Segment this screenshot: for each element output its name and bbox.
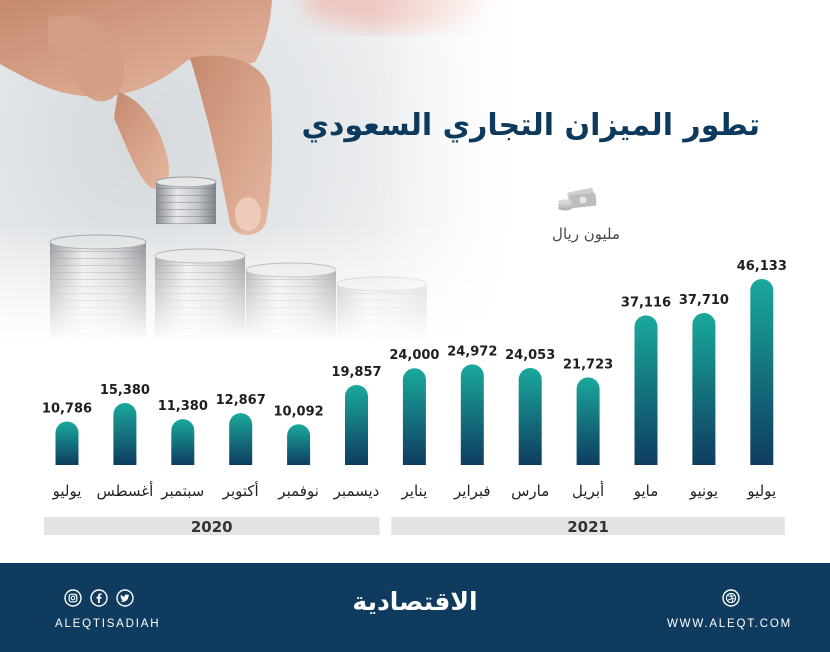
bar-group-6: 24,000 يناير (389, 348, 439, 500)
bar-11 (692, 312, 716, 465)
value-label-4: 10,092 (274, 404, 324, 419)
month-label-2: سبتمبر (160, 482, 204, 500)
value-label-5: 19,857 (331, 365, 381, 380)
year-label-2021: 2021 (567, 518, 609, 536)
value-label-2: 11,380 (158, 399, 208, 414)
bar-3 (229, 413, 253, 465)
bar-group-2: 11,380 سبتمبر (158, 399, 208, 500)
bar-1 (113, 402, 137, 465)
bar-7 (460, 364, 484, 465)
bar-group-0: 10,786 يوليو (42, 402, 92, 500)
bar-group-1: 15,380 أغسطس (96, 383, 153, 500)
bar-group-9: 21,723 أبريل (563, 357, 613, 500)
value-label-9: 21,723 (563, 357, 613, 372)
bar-group-7: 24,972 فبراير (447, 344, 497, 500)
bar-group-10: 37,116 مايو (621, 295, 671, 500)
value-label-6: 24,000 (389, 348, 439, 363)
month-label-10: مايو (633, 482, 659, 500)
globe-icon (722, 589, 740, 607)
value-label-11: 37,710 (679, 293, 729, 308)
month-label-4: نوفمبر (277, 482, 319, 500)
facebook-icon[interactable] (90, 589, 108, 607)
month-label-12: يوليو (746, 482, 776, 500)
month-label-3: أكتوبر (222, 481, 259, 500)
year-strip-2021 (391, 517, 785, 535)
month-label-7: فبراير (453, 482, 491, 500)
value-label-7: 24,972 (447, 344, 497, 359)
year-label-2020: 2020 (191, 518, 233, 536)
bar-group-8: 24,053 مارس (505, 348, 555, 500)
value-label-10: 37,116 (621, 295, 671, 310)
bar-5 (345, 384, 368, 465)
month-label-5: ديسمبر (333, 482, 380, 500)
year-group-2020: 2020 (44, 517, 380, 536)
chart-title: تطور الميزان التجاري السعودي (301, 108, 760, 143)
bar-chart: 2020 2021 10,786 يوليو 15,380 أغسطس 11,380 سبت… (42, 259, 787, 536)
bar-group-11: 37,710 يونيو (679, 293, 729, 500)
footer: ALEQTISADIAH الاقتصادية WWW.ALEQT.COM (0, 563, 830, 652)
fade-right (0, 0, 830, 360)
bar-group-4: 10,092 نوفمبر (274, 404, 324, 500)
value-label-0: 10,786 (42, 402, 92, 417)
bar-group-3: 12,867 أكتوبر (216, 393, 266, 500)
bar-10 (634, 315, 658, 465)
value-label-3: 12,867 (216, 393, 266, 408)
bar-2 (171, 419, 195, 465)
bar-0 (55, 421, 79, 465)
month-label-1: أغسطس (96, 481, 153, 500)
twitter-icon[interactable] (116, 589, 134, 607)
bar-4 (287, 424, 311, 465)
year-axis: 2020 2021 (44, 517, 785, 536)
bar-9 (576, 377, 600, 465)
bar-8 (518, 368, 542, 465)
month-label-8: مارس (511, 482, 549, 500)
value-label-1: 15,380 (100, 383, 150, 398)
publisher-logo: الاقتصادية (352, 587, 478, 616)
unit-label: مليون ريال (552, 225, 620, 243)
year-group-2021: 2021 (391, 517, 785, 536)
value-label-8: 24,053 (505, 348, 555, 363)
money-icon (556, 186, 602, 214)
month-label-0: يوليو (52, 482, 82, 500)
value-label-12: 46,133 (737, 259, 787, 274)
bar-group-12: 46,133 يوليو (737, 259, 787, 500)
bar-12 (750, 279, 774, 465)
month-label-6: يناير (401, 482, 428, 500)
hand-with-coins-photo (0, 0, 830, 360)
bars: 10,786 يوليو 15,380 أغسطس 11,380 سبتمبر 12,867… (42, 259, 787, 500)
bar-6 (402, 368, 426, 465)
bar-group-5: 19,857 ديسمبر (331, 365, 381, 500)
year-strip-2020 (44, 517, 380, 535)
social-handle: ALEQTISADIAH (55, 618, 161, 630)
website-link[interactable]: WWW.ALEQT.COM (667, 618, 792, 630)
instagram-icon[interactable] (64, 589, 82, 607)
month-label-11: يونيو (689, 482, 718, 500)
month-label-9: أبريل (572, 481, 604, 500)
